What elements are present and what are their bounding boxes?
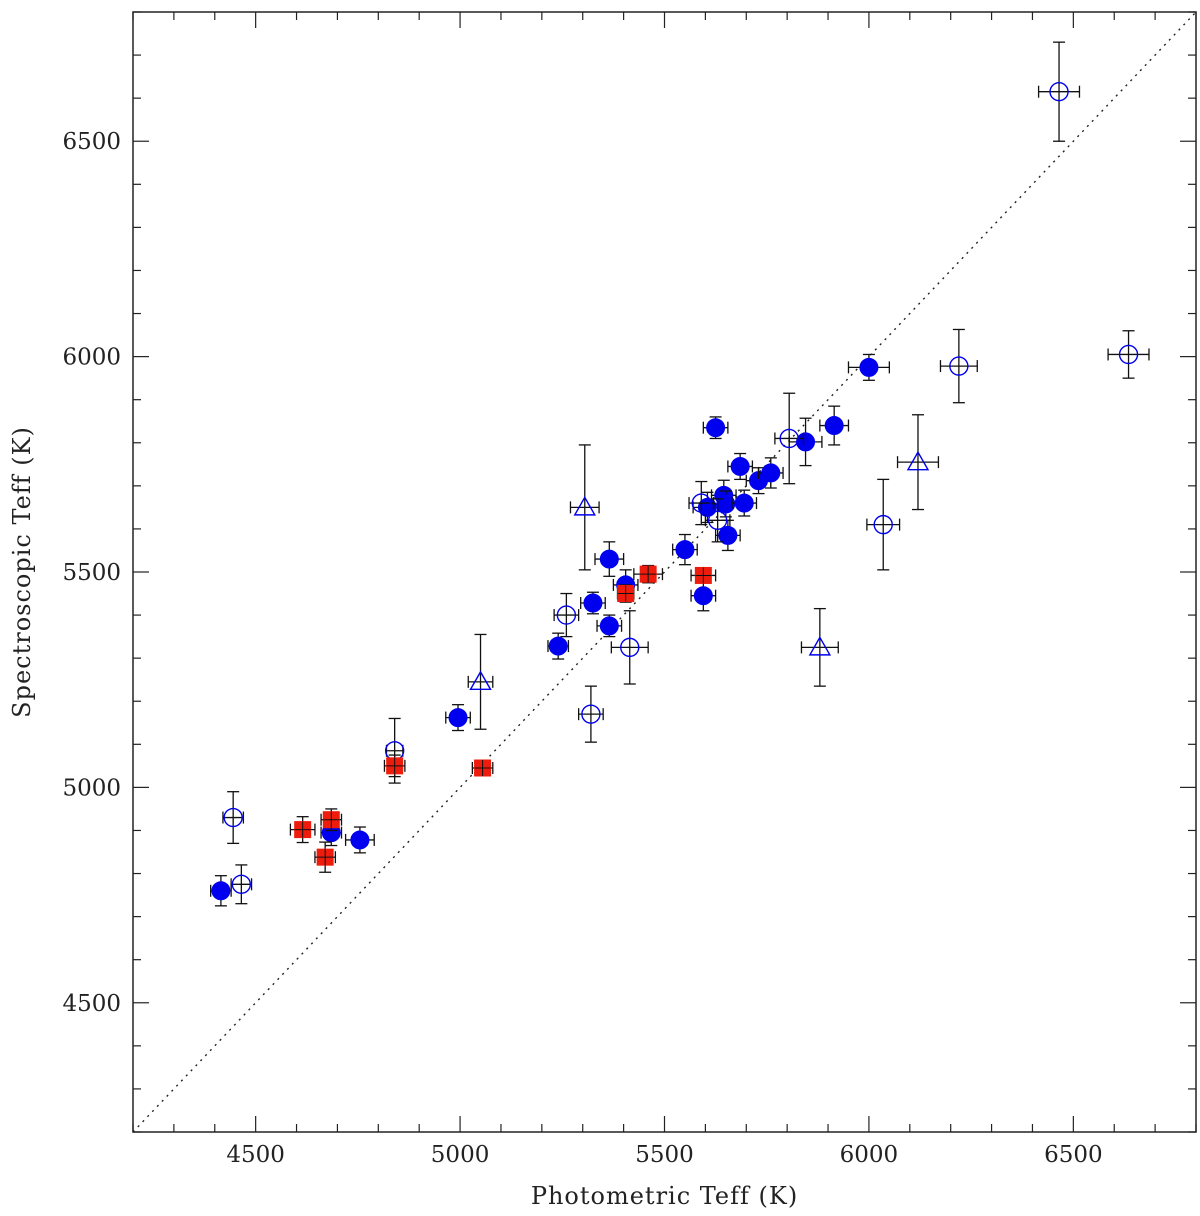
x-axis-label: Photometric Teff (K) [531,1182,798,1210]
data-point [320,808,343,832]
data-point [289,816,316,844]
filled-circle-marker [548,636,568,656]
x-tick-label: 6500 [1044,1142,1103,1168]
filled-circle-marker [599,549,619,569]
data-point [702,416,729,440]
data-point [467,633,494,730]
data-point [672,533,698,566]
open-circle-marker [949,356,969,376]
data-point [616,584,635,603]
x-tick-label: 6000 [840,1142,899,1168]
data-point [800,607,839,687]
y-tick-label: 6500 [62,129,121,155]
filled-circle-marker [718,525,738,545]
filled-circle-marker [693,586,713,606]
x-tick-label: 5500 [635,1142,694,1168]
y-tick-label: 5000 [62,775,121,801]
open-circle-marker [223,807,243,828]
x-tick-label: 4500 [226,1142,285,1168]
filled-circle-marker [583,593,603,613]
filled-circle-marker [675,540,695,560]
y-axis-label: Spectroscopic Teff (K) [8,426,36,718]
data-point [610,610,649,685]
open-circle-marker [707,510,728,531]
open-circle-marker [1049,81,1069,102]
data-point [553,592,580,638]
open-triangle-marker [906,450,930,471]
data-point [314,841,337,873]
data-point [596,614,623,638]
filled-circle-marker [734,493,754,513]
data-point [688,480,715,526]
data-point [731,489,758,517]
data-point [210,875,232,907]
data-point [714,519,741,552]
open-triangle-marker [573,495,596,516]
data-point [445,704,471,732]
filled-circle-marker [730,456,750,476]
data-point [774,392,805,485]
data-point [1037,41,1081,142]
data-point [847,353,891,381]
data-point [819,405,850,446]
filled-circle-marker [448,708,468,728]
data-point [690,566,717,584]
data-point [222,791,245,845]
data-point [633,564,664,584]
data-point [712,490,739,518]
data-point [866,478,901,571]
data-point [577,685,604,743]
y-tick-label: 6000 [62,345,121,371]
open-circle-marker [873,514,893,535]
filled-circle-marker [706,418,726,438]
data-point [230,864,253,905]
data-point [471,759,494,777]
data-points-group [210,41,1150,907]
data-point [727,452,754,481]
x-tick-label: 5000 [431,1142,490,1168]
one-to-one-line [132,11,1197,1133]
filled-circle-marker [859,357,879,377]
filled-circle-marker [350,830,370,850]
data-point [690,579,717,612]
open-triangle-marker [808,635,832,656]
open-circle-marker [1118,344,1139,365]
data-point [704,498,731,543]
filled-circle-marker [824,416,844,436]
data-point [547,632,570,660]
data-point [939,328,978,404]
data-point [1107,330,1150,379]
data-point [757,457,784,489]
open-circle-marker [691,493,711,513]
y-tick-label: 4500 [62,991,121,1017]
data-point [594,541,625,577]
data-point [383,754,406,778]
tick-labels-group: 4500 5000 5500 6000 6500 4500 5000 5500 6000 6500 [62,129,1102,1168]
filled-circle-marker [761,463,781,483]
data-point [788,417,823,467]
plot-frame-group [132,11,1197,1133]
filled-circle-marker [211,881,231,901]
data-point [344,826,375,854]
open-circle-marker [556,605,577,625]
open-circle-marker [231,874,252,895]
filled-circle-marker [796,432,816,452]
data-point [580,591,606,615]
open-circle-marker [779,428,799,449]
filled-circle-marker [599,616,619,636]
data-point [896,414,940,511]
reference-line-group [132,11,1197,1133]
data-point [569,444,600,571]
open-triangle-marker [469,670,492,691]
open-circle-marker [620,637,640,658]
y-tick-label: 5500 [62,560,121,586]
open-circle-marker [581,704,601,724]
